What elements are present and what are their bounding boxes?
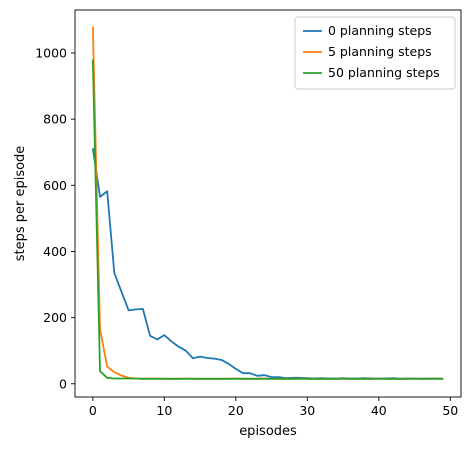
series-layer (91, 26, 444, 380)
x-tick-label-40: 40 (371, 403, 387, 418)
x-tick-label-20: 20 (228, 403, 244, 418)
x-axis-label: episodes (239, 424, 297, 439)
legend-label-50-planning-steps: 50 planning steps (328, 65, 440, 80)
y-tick-label-800: 800 (43, 112, 67, 127)
y-tick-label-400: 400 (43, 244, 67, 259)
plot-frame (74, 9, 462, 398)
series-line-50-planning-steps (91, 59, 444, 380)
x-axis-ticks: 0 10 20 30 40 50 (89, 397, 458, 418)
x-tick-label-30: 30 (299, 403, 315, 418)
legend-label-0-planning-steps: 0 planning steps (328, 23, 432, 38)
legend: 0 planning steps 5 planning steps 50 pla… (294, 16, 456, 90)
y-tick-label-0: 0 (59, 376, 67, 391)
y-tick-label-1000: 1000 (35, 46, 67, 61)
legend-box (294, 16, 456, 90)
y-tick-label-200: 200 (43, 310, 67, 325)
y-axis-ticks: 0 200 400 600 800 1000 (35, 46, 75, 391)
x-tick-label-0: 0 (89, 403, 97, 418)
y-tick-label-600: 600 (43, 178, 67, 193)
y-axis-label: steps per episode (13, 146, 28, 262)
x-tick-label-10: 10 (156, 403, 172, 418)
legend-label-5-planning-steps: 5 planning steps (328, 44, 432, 59)
x-tick-label-50: 50 (442, 403, 458, 418)
